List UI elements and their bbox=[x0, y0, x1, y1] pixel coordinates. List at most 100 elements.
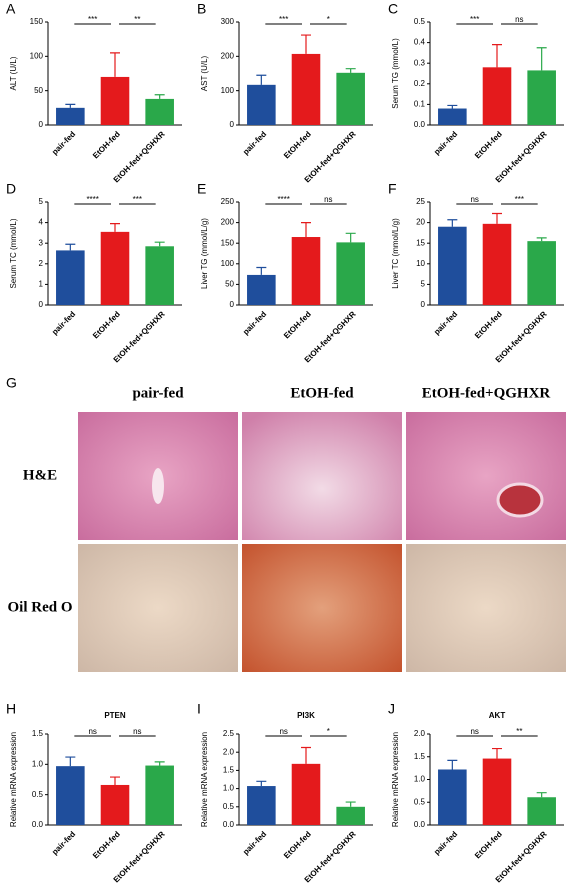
he-image bbox=[406, 412, 566, 540]
y-tick-label: 150 bbox=[30, 17, 44, 26]
panel-label: B bbox=[197, 1, 206, 17]
y-tick-label: 1 bbox=[39, 280, 44, 289]
x-tick-label: pair-fed bbox=[432, 129, 459, 156]
x-tick-label: pair-fed bbox=[241, 829, 268, 856]
y-tick-label: 1.0 bbox=[223, 784, 235, 793]
y-tick-label: 2.0 bbox=[223, 747, 235, 756]
panel-label: I bbox=[197, 701, 201, 717]
chart-title: AKT bbox=[489, 711, 506, 720]
error-bar bbox=[154, 761, 165, 766]
row-label: H&E bbox=[23, 467, 57, 483]
significance-label: ns bbox=[88, 727, 96, 736]
error-bar bbox=[536, 47, 547, 71]
significance-label: *** bbox=[88, 15, 97, 24]
panel-label: C bbox=[388, 1, 398, 17]
significance-label: ns bbox=[515, 15, 523, 24]
y-tick-label: 0 bbox=[230, 300, 235, 309]
chart-title: PTEN bbox=[104, 711, 126, 720]
bar bbox=[482, 67, 512, 125]
y-tick-label: 1.5 bbox=[414, 752, 426, 761]
y-tick-label: 200 bbox=[221, 218, 235, 227]
y-tick-label: 2 bbox=[39, 259, 44, 268]
y-axis-label: Relative mRNA expression bbox=[391, 732, 400, 827]
bar bbox=[100, 76, 130, 125]
y-tick-label: 1.5 bbox=[32, 729, 44, 738]
chart-title: PI3K bbox=[297, 711, 315, 720]
error-bar bbox=[256, 266, 267, 275]
bar bbox=[56, 250, 85, 305]
column-header: EtOH-fed bbox=[290, 385, 354, 401]
y-tick-label: 0.3 bbox=[414, 58, 426, 67]
y-tick-label: 0.0 bbox=[414, 820, 426, 829]
error-bar bbox=[345, 68, 356, 73]
x-tick-label: EtOH-fed bbox=[473, 829, 504, 860]
y-tick-label: 0 bbox=[421, 300, 426, 309]
error-bar bbox=[256, 74, 267, 85]
significance-label: * bbox=[327, 15, 330, 24]
row-label: Oil Red O bbox=[7, 599, 72, 615]
error-bar bbox=[301, 222, 311, 238]
y-axis-label: Relative mRNA expression bbox=[9, 732, 18, 827]
bar bbox=[527, 797, 556, 825]
error-bar bbox=[154, 241, 165, 247]
x-tick-label: pair-fed bbox=[50, 829, 77, 856]
bar bbox=[56, 766, 85, 825]
error-bar bbox=[110, 776, 120, 785]
error-bar bbox=[154, 94, 165, 99]
bar bbox=[336, 806, 365, 825]
panel-label: H bbox=[6, 701, 16, 717]
bar bbox=[247, 84, 276, 125]
panel-label: F bbox=[388, 181, 397, 197]
y-tick-label: 0.0 bbox=[414, 120, 426, 129]
bar bbox=[438, 108, 467, 125]
error-bar bbox=[256, 780, 267, 787]
y-tick-label: 100 bbox=[221, 259, 235, 268]
panel-label: J bbox=[388, 701, 395, 717]
y-tick-label: 4 bbox=[39, 218, 44, 227]
error-bar bbox=[110, 52, 120, 77]
significance-label: ** bbox=[134, 15, 140, 24]
y-tick-label: 0 bbox=[39, 120, 44, 129]
x-tick-label: EtOH-fed bbox=[282, 309, 313, 340]
y-tick-label: 50 bbox=[225, 280, 234, 289]
error-bar bbox=[492, 44, 502, 68]
bar bbox=[247, 274, 276, 305]
error-bar bbox=[492, 747, 502, 759]
bar bbox=[291, 53, 321, 125]
error-bar bbox=[447, 104, 458, 109]
significance-label: *** bbox=[133, 195, 142, 204]
error-bar bbox=[536, 792, 547, 798]
x-tick-label: EtOH-fed bbox=[473, 309, 504, 340]
x-tick-label: pair-fed bbox=[432, 829, 459, 856]
y-tick-label: 1.0 bbox=[32, 759, 44, 768]
bar bbox=[482, 223, 512, 305]
significance-label: ns bbox=[470, 195, 478, 204]
x-tick-label: EtOH-fed bbox=[91, 829, 122, 860]
bar bbox=[482, 758, 512, 825]
significance-label: ns bbox=[279, 727, 287, 736]
significance-label: *** bbox=[470, 15, 479, 24]
histology-panel: G pair-fed EtOH-fed EtOH-fed+QGHXR H&E O… bbox=[6, 375, 566, 672]
significance-label: ns bbox=[470, 727, 478, 736]
y-tick-label: 0.0 bbox=[32, 820, 44, 829]
bar bbox=[336, 242, 365, 305]
significance-label: *** bbox=[515, 195, 524, 204]
y-tick-label: 5 bbox=[39, 197, 44, 206]
y-tick-label: 5 bbox=[421, 280, 426, 289]
y-tick-label: 300 bbox=[221, 17, 235, 26]
error-bar bbox=[65, 103, 76, 108]
x-tick-label: EtOH-fed bbox=[91, 309, 122, 340]
error-bar bbox=[536, 237, 547, 242]
x-tick-label: EtOH-fed bbox=[91, 129, 122, 160]
y-tick-label: 100 bbox=[221, 86, 235, 95]
y-axis-label: ALT (U/L) bbox=[9, 56, 18, 90]
error-bar bbox=[492, 212, 502, 224]
y-tick-label: 150 bbox=[221, 238, 235, 247]
x-tick-label: pair-fed bbox=[241, 309, 268, 336]
error-bar bbox=[110, 223, 120, 232]
vessel bbox=[496, 482, 544, 518]
y-tick-label: 1.0 bbox=[414, 775, 426, 784]
y-tick-label: 20 bbox=[416, 218, 425, 227]
x-tick-label: EtOH-fed bbox=[473, 129, 504, 160]
